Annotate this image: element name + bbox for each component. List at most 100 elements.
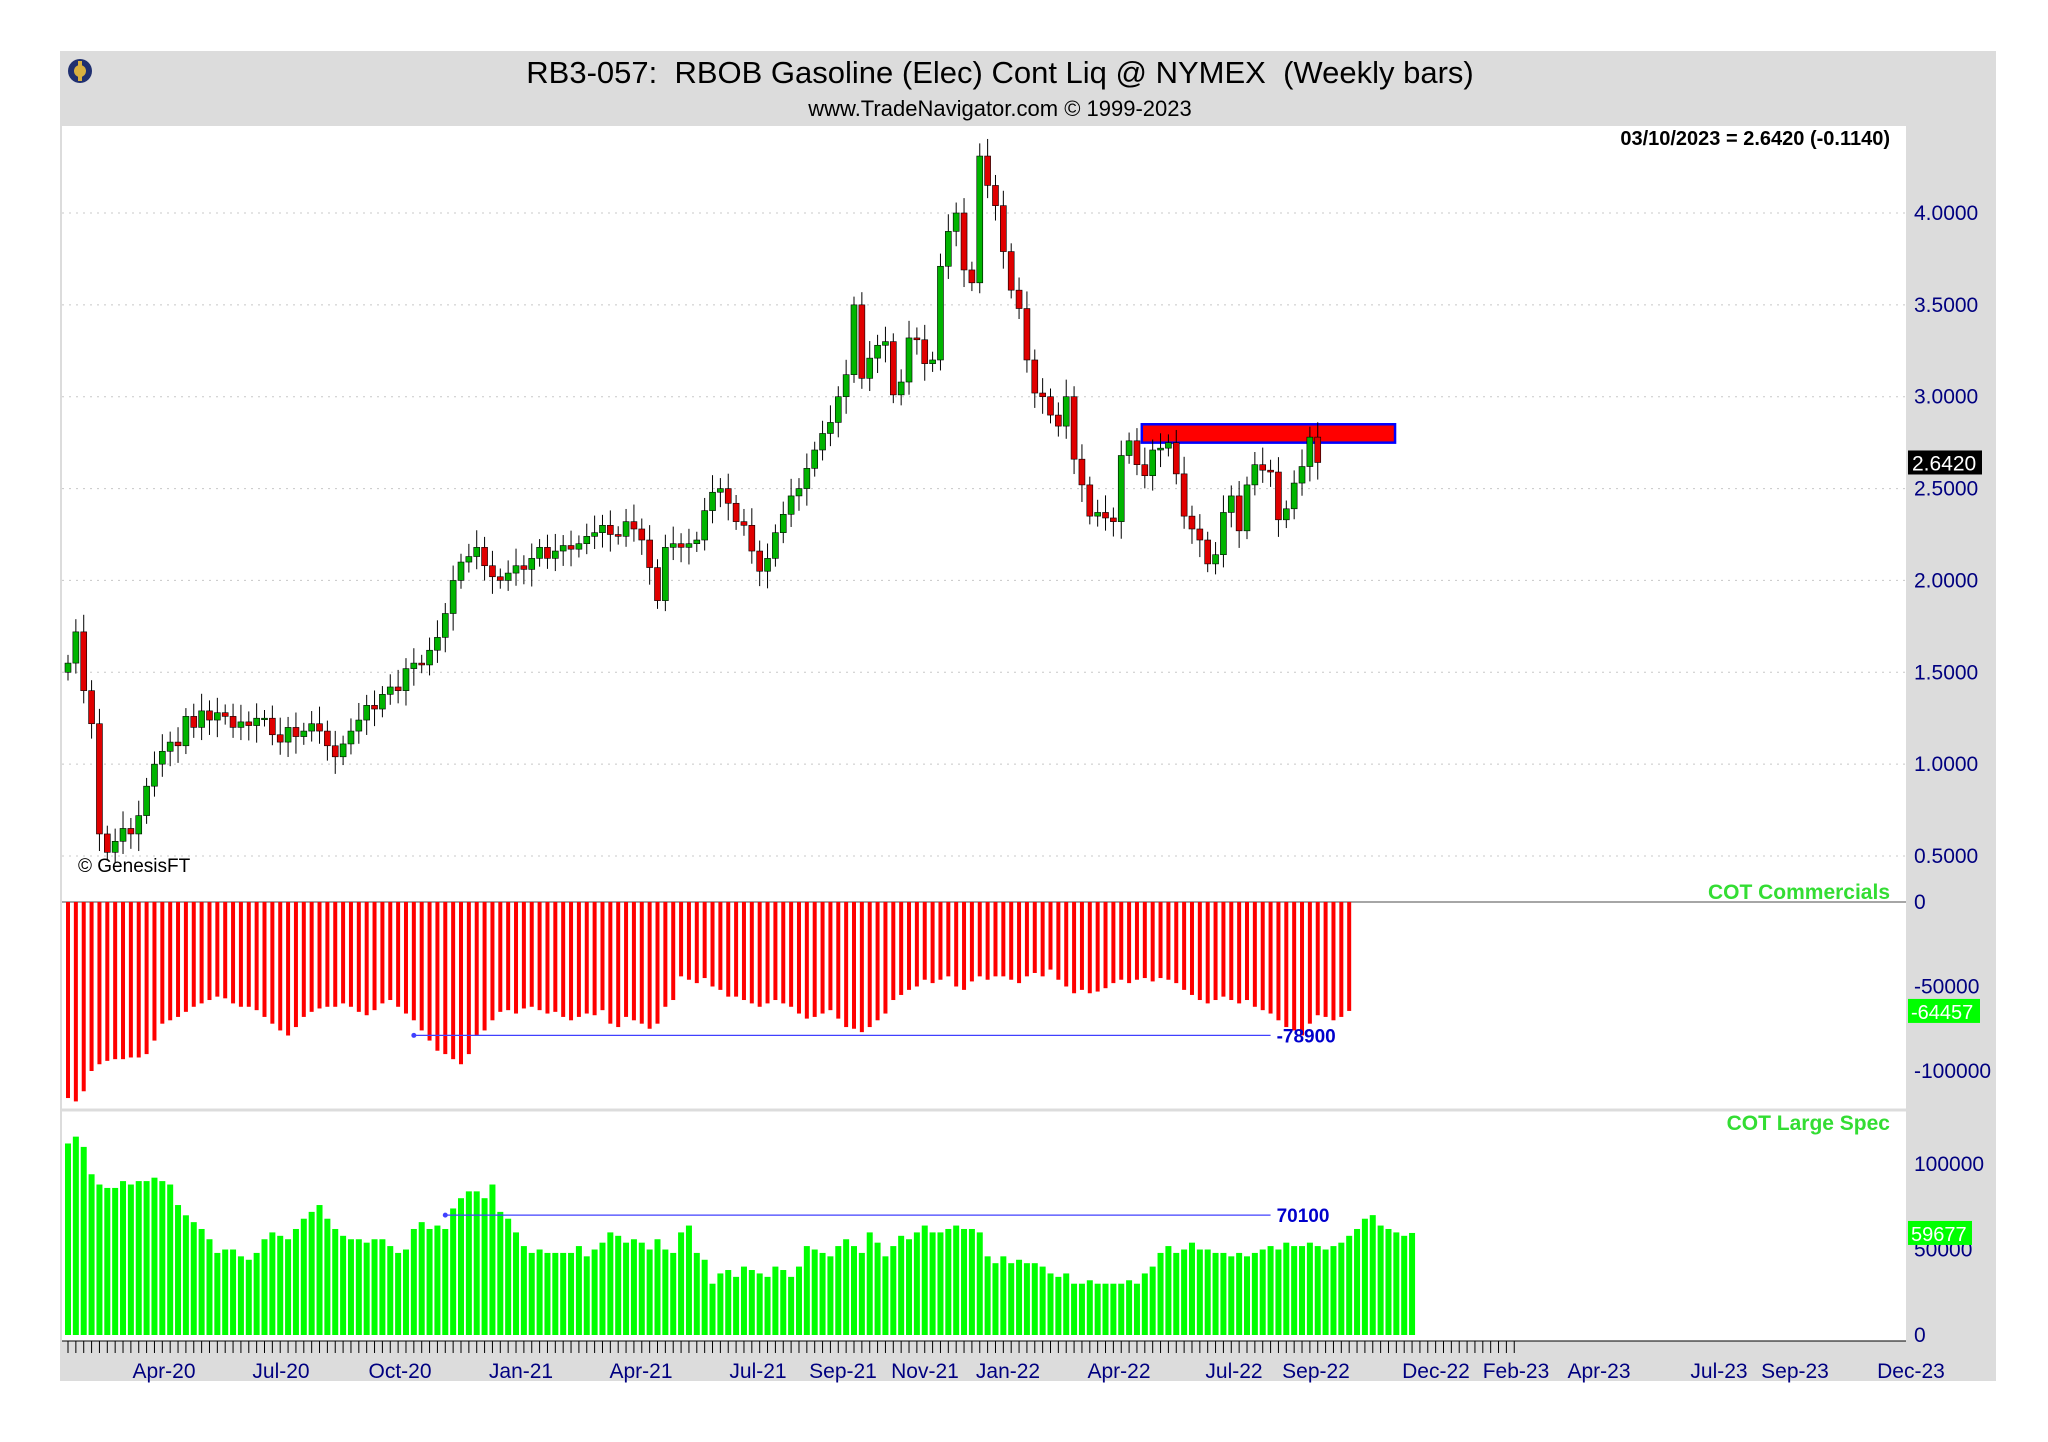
candle (897, 369, 905, 406)
candle-body (284, 727, 292, 743)
candle (190, 703, 198, 738)
candle (512, 548, 520, 586)
candle (1141, 447, 1149, 489)
large-spec-marker-label: 70100 (1277, 1206, 1330, 1227)
candle-body (80, 631, 88, 691)
large-spec-bar (269, 1232, 276, 1335)
candle (1180, 456, 1188, 529)
large-spec-bar (277, 1235, 284, 1335)
commercials-bar (301, 902, 306, 1017)
candle-body (473, 547, 481, 557)
candle (732, 495, 740, 530)
candle-body (449, 580, 457, 614)
candle (575, 535, 583, 558)
candle-body (198, 710, 205, 728)
commercials-bar (451, 902, 456, 1060)
large-spec-bar (913, 1232, 920, 1335)
candle-body (104, 833, 111, 853)
commercials-bar (144, 902, 149, 1055)
commercials-bar (1111, 902, 1116, 984)
chart-title: RB3-057: RBOB Gasoline (Elec) Cont Liq @… (526, 55, 1473, 90)
candle (434, 620, 441, 663)
large-spec-bar (756, 1273, 763, 1335)
candle-body (379, 694, 386, 710)
candle-body (355, 719, 363, 732)
commercials-bar (914, 902, 919, 987)
commercials-bar (1245, 902, 1249, 1001)
candle (1062, 379, 1070, 439)
commercials-bar (1024, 902, 1029, 977)
last-price-box (1908, 450, 1982, 475)
large-spec-bar (866, 1232, 873, 1335)
large-spec-bar (1118, 1283, 1125, 1335)
large-spec-bar (1322, 1249, 1329, 1335)
candle (968, 261, 976, 292)
candle (457, 553, 465, 589)
large-spec-bar (906, 1239, 913, 1335)
commercials-bar (1174, 902, 1179, 984)
commercials-bar (293, 902, 298, 1028)
large-spec-bar (1031, 1263, 1038, 1335)
large-spec-bar (615, 1235, 622, 1335)
commercials-bar (1284, 902, 1289, 1028)
candle-body (1000, 205, 1007, 252)
candle-body (866, 357, 874, 379)
commercials-bar (804, 902, 809, 1019)
candle-body (402, 668, 410, 691)
large-spec-bar (513, 1232, 520, 1335)
large-spec-bar (709, 1283, 716, 1335)
large-spec-bar (685, 1225, 692, 1335)
large-spec-bar (1236, 1252, 1243, 1335)
commercials-bar (411, 902, 416, 1021)
candle-body (371, 705, 378, 710)
candle (1117, 440, 1125, 539)
candle (1110, 507, 1117, 537)
candle (819, 420, 826, 461)
commercials-bar (600, 902, 605, 1011)
candle (701, 497, 708, 551)
candle (1212, 542, 1219, 575)
commercials-bar (1056, 902, 1061, 980)
candle-body (504, 572, 512, 581)
candle-body (292, 727, 300, 737)
candle-body (614, 534, 622, 537)
candle (1149, 439, 1156, 491)
candle (544, 534, 551, 569)
candle-body (850, 304, 858, 375)
x-axis-label: Apr-23 (1567, 1360, 1630, 1383)
candle-body (779, 513, 787, 533)
candle (214, 697, 221, 738)
candle (929, 351, 936, 372)
candle-body (811, 449, 819, 469)
commercials-bar (962, 902, 967, 990)
candle-body (795, 488, 803, 497)
commercials-bar (309, 902, 314, 1012)
large-spec-bar (387, 1246, 394, 1335)
candle (1133, 428, 1141, 476)
candle-body (1165, 442, 1172, 449)
commercials-bar (883, 902, 888, 1014)
candle (1086, 476, 1094, 525)
large-spec-bar (347, 1239, 354, 1335)
candle-body (654, 567, 661, 601)
large-spec-bar (520, 1246, 527, 1335)
commercials-bar (765, 902, 770, 1004)
large-spec-bar (678, 1232, 685, 1335)
candle (1172, 429, 1180, 485)
candle-body (1180, 473, 1188, 517)
candle (1055, 402, 1062, 437)
candle (646, 525, 653, 585)
candle-body (756, 550, 763, 572)
commercials-bar (199, 902, 204, 1004)
commercials-bar (474, 902, 479, 1036)
candle (119, 811, 127, 854)
candle-body (496, 576, 504, 581)
commercials-bar (262, 902, 267, 1017)
candle-body (701, 510, 708, 541)
commercials-bar (757, 902, 762, 1007)
candle-body (937, 265, 944, 361)
candle-body (787, 495, 795, 515)
candle-body (88, 690, 95, 725)
large-spec-bar (1275, 1249, 1282, 1335)
